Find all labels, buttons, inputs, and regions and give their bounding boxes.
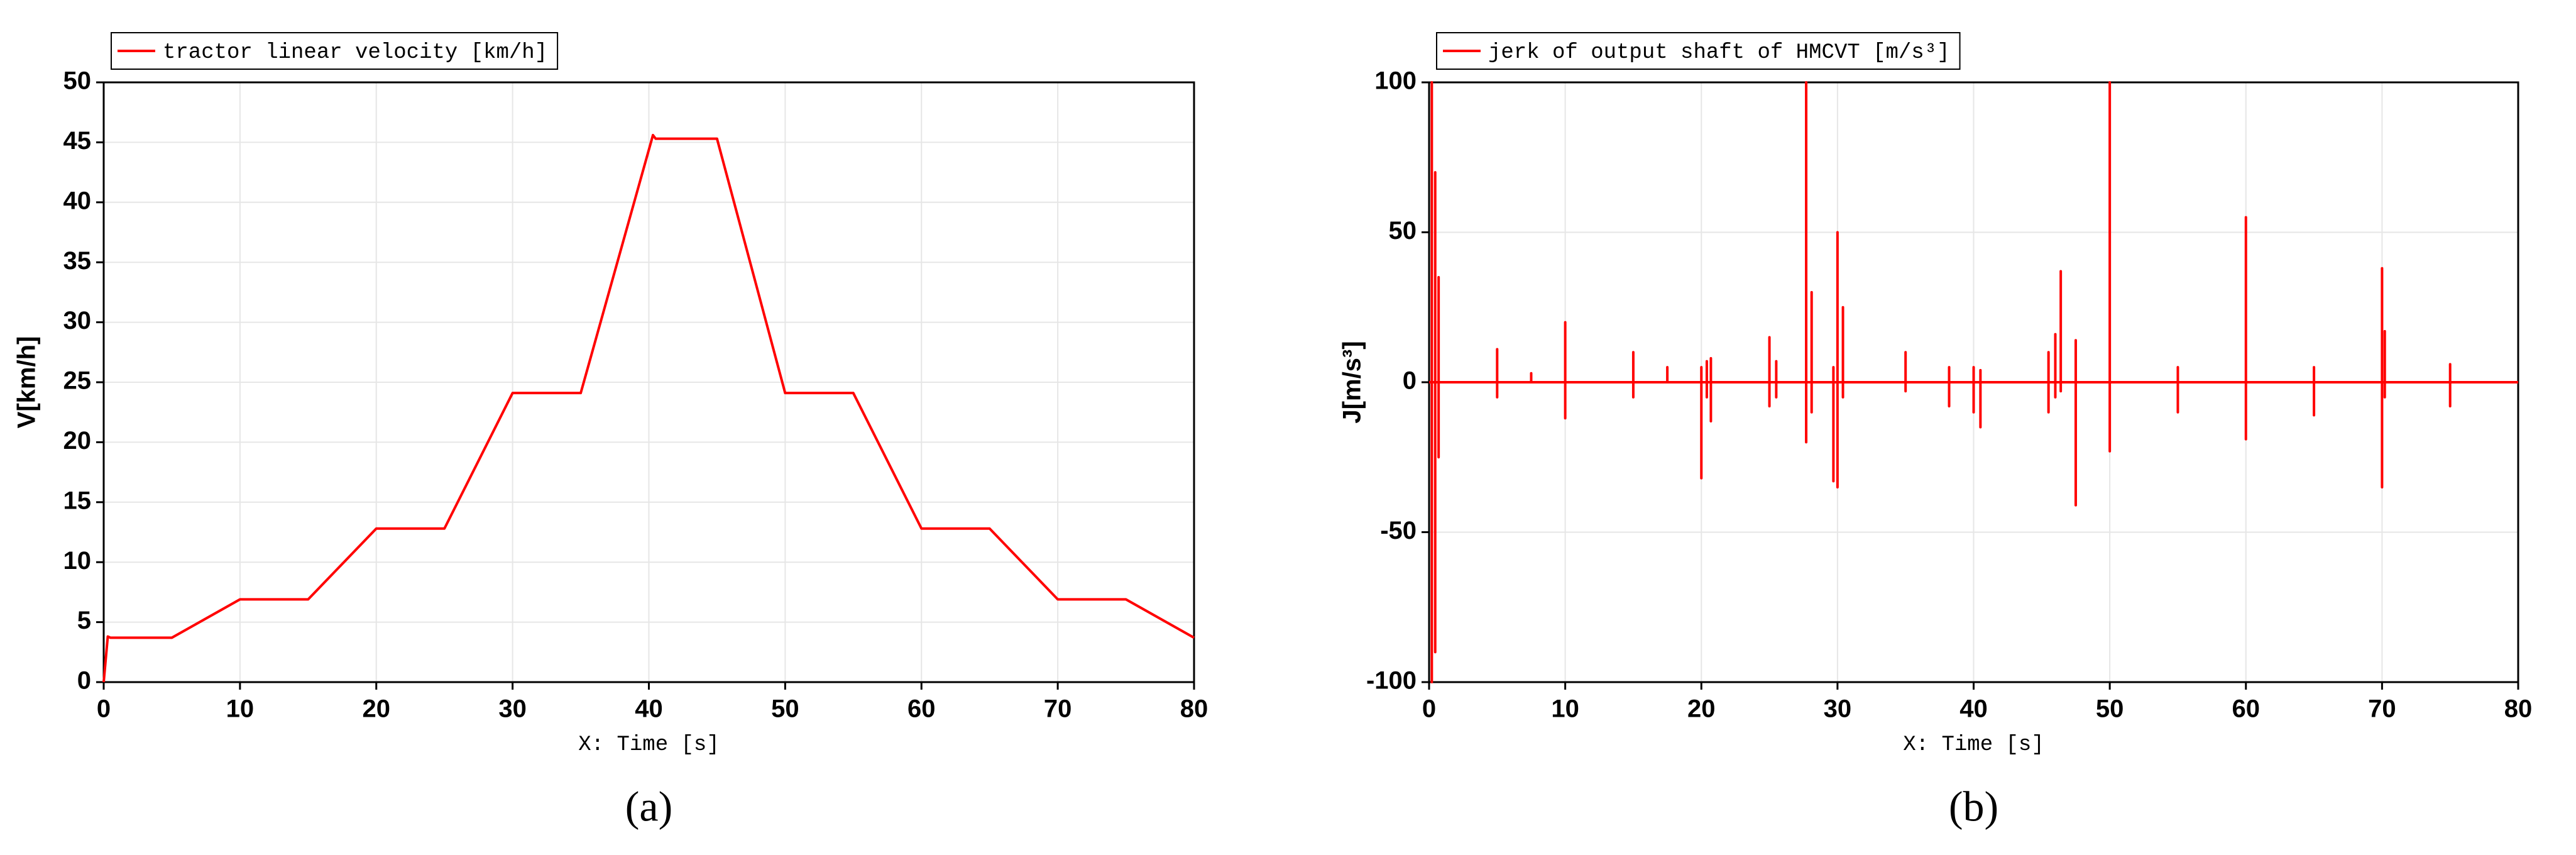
y-tick-label: 0 — [77, 667, 91, 695]
y-tick-label: 0 — [1403, 367, 1417, 395]
y-tick-label: 30 — [63, 307, 92, 334]
x-tick-label: 70 — [2368, 695, 2396, 723]
y-tick-label: 10 — [63, 547, 92, 575]
x-tick-label: 10 — [1551, 695, 1579, 723]
x-axis-label: X: Time [s] — [578, 733, 719, 757]
x-tick-label: 30 — [498, 695, 527, 723]
y-tick-label: 45 — [63, 127, 92, 155]
x-tick-label: 30 — [1824, 695, 1852, 723]
x-tick-label: 20 — [1687, 695, 1716, 723]
y-tick-label: 20 — [63, 427, 92, 455]
y-tick-label: 35 — [63, 247, 92, 275]
data-line — [102, 133, 1195, 683]
legend-box — [1436, 32, 1961, 70]
y-axis-label: V[km/h] — [13, 336, 41, 429]
legend-box — [111, 32, 559, 70]
x-axis-label: X: Time [s] — [1903, 733, 2044, 757]
y-tick-label: 50 — [1389, 217, 1417, 245]
y-tick-label: 25 — [63, 367, 92, 395]
plot-frame — [102, 81, 1195, 683]
x-tick-label: 0 — [1422, 695, 1436, 723]
x-tick-label: 40 — [1959, 695, 1988, 723]
x-tick-label: 60 — [907, 695, 936, 723]
y-tick-label: 40 — [63, 187, 92, 214]
y-tick-label: -100 — [1366, 667, 1417, 695]
chart-panel: 0 5 10 15 20 25 30 35 40 45 50 0 10 20 30 40 50 60 70 80 X: … — [13, 32, 1209, 830]
y-tick-label: 50 — [63, 67, 92, 95]
y-tick-label: -50 — [1380, 517, 1417, 544]
x-tick-label: 20 — [363, 695, 391, 723]
panel-label: (b) — [1949, 783, 1998, 830]
panel-label: (a) — [625, 783, 672, 830]
legend: jerk of output shaft of HMCVT [m/s³] — [1436, 32, 1961, 70]
x-tick-label: 10 — [226, 695, 255, 723]
data-line — [1429, 81, 2518, 683]
y-tick-label: 100 — [1374, 67, 1417, 95]
x-tick-label: 80 — [1180, 695, 1209, 723]
x-tick-label: 50 — [2096, 695, 2124, 723]
legend-label: tractor linear velocity [km/h] — [163, 41, 547, 65]
y-tick-label: 5 — [77, 607, 91, 634]
y-axis-label: J[m/s³] — [1339, 341, 1366, 423]
x-tick-label: 70 — [1044, 695, 1072, 723]
x-tick-label: 40 — [635, 695, 663, 723]
x-tick-label: 50 — [771, 695, 799, 723]
y-tick-label: 15 — [63, 487, 92, 514]
legend: tractor linear velocity [km/h] — [111, 32, 559, 70]
x-tick-label: 60 — [2232, 695, 2261, 723]
legend-label: jerk of output shaft of HMCVT [m/s³] — [1488, 41, 1950, 65]
x-tick-label: 0 — [97, 695, 111, 723]
chart-panel: -100 -50 0 50 100 0 10 20 30 40 50 60 70 80 X: Time [s… — [1339, 32, 2533, 830]
x-tick-label: 80 — [2504, 695, 2533, 723]
